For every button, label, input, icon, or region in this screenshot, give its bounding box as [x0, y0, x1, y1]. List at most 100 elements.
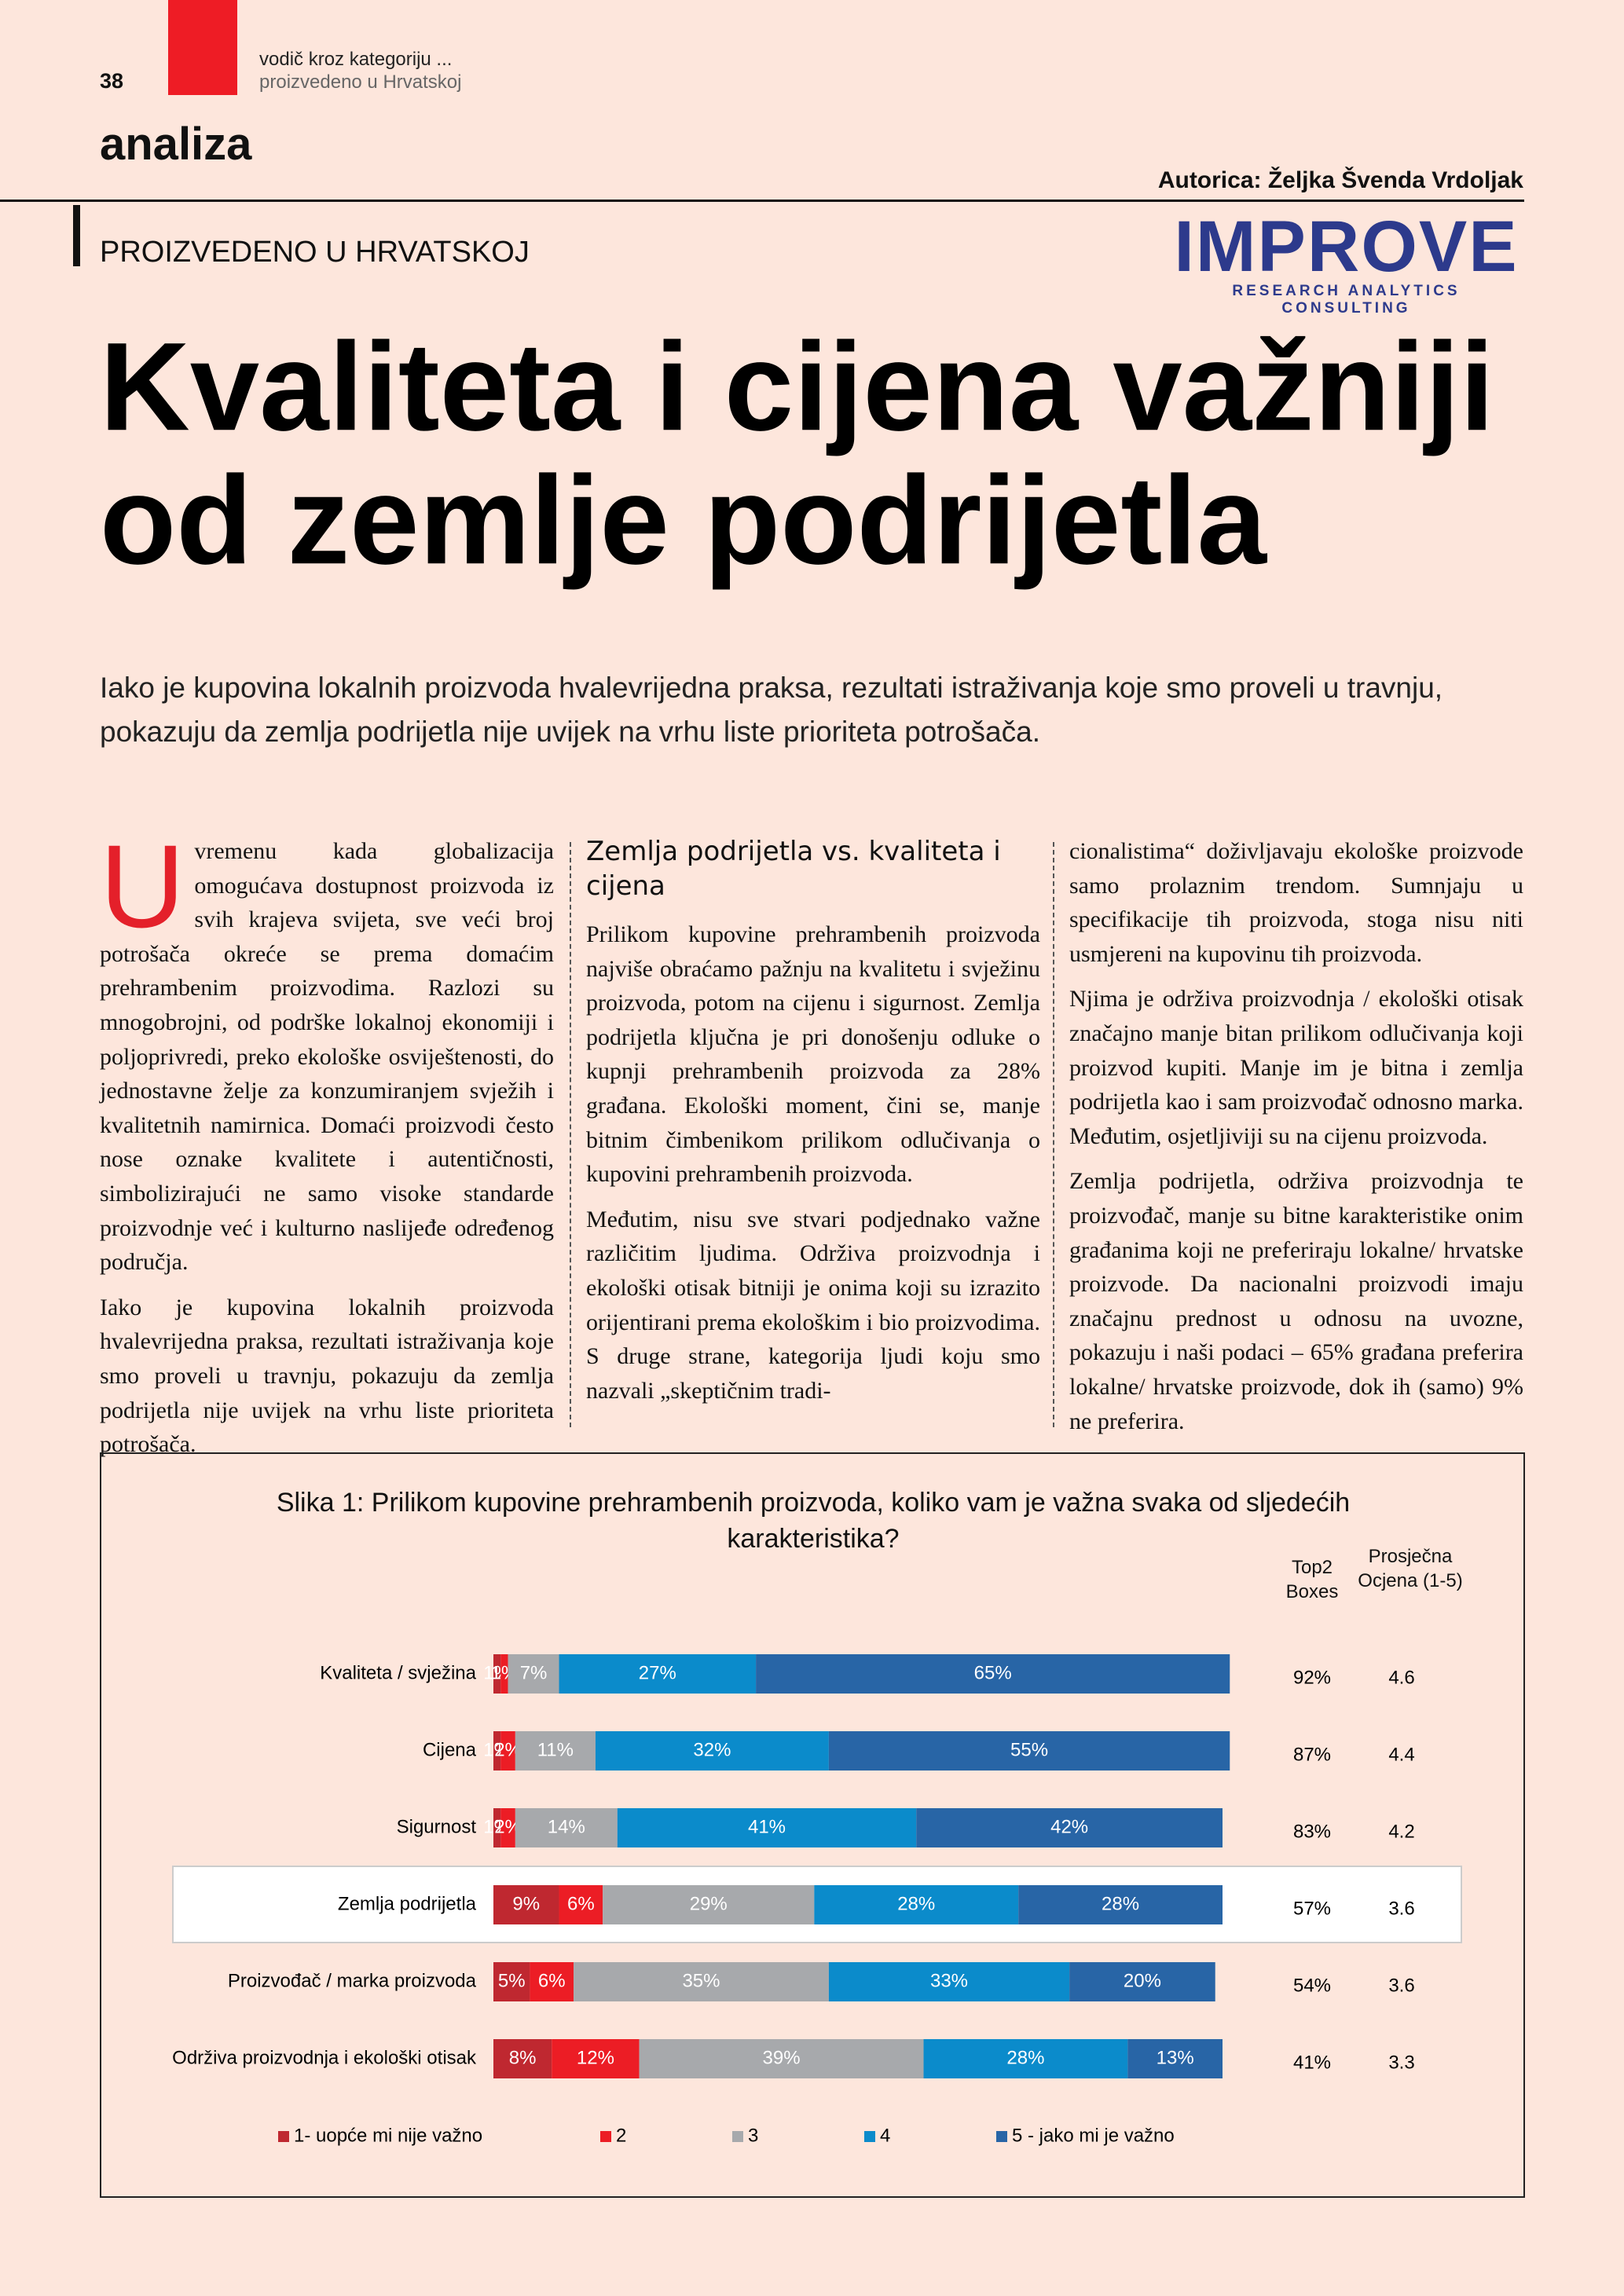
legend-label: 5 - jako mi je važno	[1012, 2125, 1175, 2146]
average-value: 3.6	[1388, 1975, 1414, 1996]
data-label: 39%	[763, 2047, 801, 2068]
bar-segment	[595, 1731, 829, 1771]
bar-segment	[559, 1654, 757, 1694]
legend-label: 3	[748, 2125, 758, 2146]
top2-value: 87%	[1293, 1744, 1331, 1765]
data-label: 6%	[567, 1893, 595, 1914]
bar-segment	[508, 1654, 559, 1694]
bar-segment	[493, 2039, 552, 2078]
data-label: 9%	[512, 1893, 540, 1914]
legend-swatch	[864, 2131, 875, 2142]
data-label: 5%	[498, 1970, 526, 1991]
title: Kvaliteta i cijena važniji od zemlje pod…	[100, 316, 1494, 590]
data-label: 28%	[1102, 1893, 1139, 1914]
bar-segment	[500, 1731, 515, 1771]
paragraph: vremenu kada globalizacija omogućava dos…	[100, 838, 554, 1276]
lead: Iako je kupovina lokalnih proizvoda hval…	[100, 672, 1443, 748]
category-label: Zemlja podrijetla	[338, 1893, 477, 1914]
bar-segment	[1127, 2039, 1223, 2078]
average-value: 3.6	[1388, 1898, 1414, 1919]
data-label: 12%	[577, 2047, 614, 2068]
legend-swatch	[278, 2131, 289, 2142]
bar-segment	[552, 2039, 640, 2078]
legend-swatch	[732, 2131, 743, 2142]
legend-label: 1- uopće mi nije važno	[294, 2125, 482, 2146]
top2-value: 41%	[1293, 2052, 1331, 2073]
data-label: 6%	[538, 1970, 566, 1991]
data-label: 32%	[693, 1739, 731, 1760]
paragraph: Prilikom kupovine prehrambenih proizvoda…	[586, 921, 1040, 1188]
logo: IMPROVE	[1174, 207, 1519, 287]
data-label: 20%	[1124, 1970, 1161, 1991]
category-label: Kvaliteta / svježina	[320, 1662, 476, 1683]
bar-segment	[493, 1885, 559, 1924]
data-label: 7%	[520, 1662, 548, 1683]
data-label: 35%	[682, 1970, 720, 1991]
data-label: 65%	[974, 1662, 1012, 1683]
column-header: Prosječna Ocjena (1-5)	[1358, 1546, 1463, 1591]
bar-segment	[828, 1731, 1230, 1771]
drop-cap: U	[100, 820, 185, 952]
bar-segment	[603, 1885, 815, 1924]
legend-swatch	[600, 2131, 611, 2142]
bar-segment	[530, 1962, 574, 2001]
bar-segment	[493, 1654, 501, 1694]
bar-segment	[916, 1808, 1223, 1847]
data-label: 28%	[1006, 2047, 1044, 2068]
paragraph: Njima je održiva proizvodnja / ekološki …	[1069, 986, 1523, 1149]
data-label: 55%	[1010, 1739, 1048, 1760]
bar-segment	[756, 1654, 1230, 1694]
legend-swatch	[996, 2131, 1007, 2142]
bar-segment	[814, 1885, 1019, 1924]
section-line: vodič kroz kategoriju ...	[259, 49, 453, 70]
bar-segment	[515, 1808, 618, 1847]
legend-label: 2	[616, 2125, 626, 2146]
red-tab	[168, 0, 237, 95]
legend-label: 4	[880, 2125, 890, 2146]
paragraph: Međutim, nisu sve stvari podjednako važn…	[586, 1206, 1040, 1404]
column: Zemlja podrijetla vs. kvaliteta i cijena…	[586, 834, 1040, 1419]
paragraph: Zemlja podrijetla, održiva proizvodnja t…	[1069, 1168, 1523, 1434]
average-value: 4.6	[1388, 1667, 1414, 1688]
average-value: 4.2	[1388, 1821, 1414, 1842]
column-separator	[1053, 842, 1054, 1427]
rubric: analiza	[100, 119, 252, 170]
section-line: proizvedeno u Hrvatskoj	[259, 71, 462, 93]
kicker: PROIZVEDENO U HRVATSKOJ	[100, 236, 530, 269]
data-label: 41%	[748, 1816, 786, 1837]
title-line: od zemlje podrijetla	[100, 449, 1267, 590]
bar-segment	[1018, 1885, 1223, 1924]
data-label: 11%	[537, 1739, 574, 1760]
title-line: Kvaliteta i cijena važniji	[100, 316, 1494, 456]
bar-segment	[493, 1962, 530, 2001]
category-label: Sigurnost	[397, 1816, 477, 1837]
bar-segment	[493, 1731, 501, 1771]
chart-frame	[100, 1452, 1525, 2198]
data-label: 27%	[639, 1662, 676, 1683]
bar-segment	[617, 1808, 917, 1847]
bar-segment	[493, 1808, 501, 1847]
bar-segment	[559, 1885, 603, 1924]
category-label: Proizvođač / marka proizvoda	[228, 1970, 477, 1991]
bar-segment	[500, 1654, 508, 1694]
data-label: 14%	[548, 1816, 585, 1837]
data-label: 42%	[1050, 1816, 1088, 1837]
column: U vremenu kada globalizacija omogućava d…	[100, 820, 554, 1473]
logo-tagline: RESEARCH ANALYTICS CONSULTING	[1232, 283, 1461, 317]
top2-value: 54%	[1293, 1975, 1331, 1996]
bar-segment	[574, 1962, 829, 2001]
author: Autorica: Željka Švenda Vrdoljak	[1157, 167, 1523, 193]
chart-title: Slika 1: Prilikom kupovine prehrambenih …	[276, 1488, 1351, 1554]
category-label: Održiva proizvodnja i ekološki otisak	[172, 2047, 477, 2068]
bar-segment	[1069, 1962, 1215, 2001]
bar-segment	[639, 2039, 924, 2078]
top2-value: 83%	[1293, 1821, 1331, 1842]
paragraph: cionalistima“ doživljavaju ekološke proi…	[1069, 838, 1523, 967]
category-label: Cijena	[423, 1739, 477, 1760]
rule	[0, 200, 1524, 202]
data-label: 8%	[509, 2047, 537, 2068]
average-value: 3.3	[1388, 2052, 1414, 2073]
column-separator	[570, 842, 571, 1427]
